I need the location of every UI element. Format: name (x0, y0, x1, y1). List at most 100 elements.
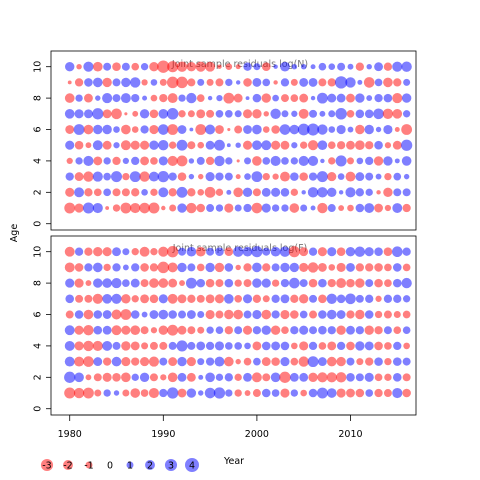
residual-bubble (393, 188, 402, 197)
residual-bubble (120, 309, 132, 320)
residual-bubble (205, 61, 216, 72)
residual-bubble (74, 372, 84, 383)
residual-bubble (84, 294, 93, 303)
residual-bubble (252, 109, 262, 119)
residual-bubble (196, 109, 206, 119)
residual-bubble (102, 140, 112, 150)
residual-bubble (262, 78, 271, 87)
residual-bubble (196, 294, 205, 303)
residual-bubble (338, 205, 345, 211)
residual-bubble (168, 310, 177, 319)
residual-bubble (365, 294, 374, 303)
residual-bubble (65, 310, 74, 319)
residual-bubble (177, 125, 187, 134)
residual-bubble (375, 173, 382, 180)
residual-bubble (261, 187, 271, 197)
residual-bubble (270, 155, 281, 166)
residual-bubble (130, 341, 140, 351)
residual-bubble (355, 124, 365, 135)
residual-bubble (204, 387, 216, 399)
residual-bubble (345, 187, 356, 198)
residual-bubble (204, 186, 216, 198)
residual-bubble (167, 61, 179, 73)
residual-bubble (83, 124, 94, 135)
x-axis-title: Year (223, 456, 244, 467)
residual-bubble (326, 293, 337, 304)
residual-bubble (197, 326, 205, 334)
residual-bubble (205, 262, 215, 273)
residual-bubble (102, 77, 112, 88)
residual-bubble (345, 77, 356, 88)
residual-bubble (355, 109, 365, 119)
residual-bubble (253, 63, 261, 71)
residual-bubble (280, 388, 290, 398)
residual-bubble (262, 295, 270, 303)
residual-bubble (205, 309, 215, 320)
residual-bubble (166, 108, 179, 120)
residual-bubble (177, 388, 187, 398)
residual-bubble (103, 172, 111, 181)
residual-bubble (271, 341, 281, 351)
residual-bubble (149, 263, 159, 272)
residual-bubble (198, 390, 204, 396)
residual-bubble (291, 342, 298, 350)
residual-bubble (280, 61, 290, 72)
residual-bubble (94, 389, 102, 397)
residual-bubble (375, 295, 382, 302)
residual-bubble (242, 109, 253, 119)
residual-bubble (168, 172, 177, 181)
residual-bubble (130, 77, 141, 88)
residual-bubble (261, 309, 272, 320)
residual-bubble (327, 247, 337, 257)
residual-bubble (64, 202, 76, 214)
residual-bubble (289, 277, 300, 289)
residual-bubble (383, 187, 393, 198)
residual-bubble (392, 278, 402, 288)
residual-bubble (336, 341, 346, 351)
residual-bubble (393, 294, 402, 303)
residual-bubble (122, 248, 130, 256)
residual-bubble (158, 294, 168, 304)
residual-bubble (262, 247, 271, 256)
residual-bubble (233, 187, 243, 198)
residual-bubble (392, 387, 403, 399)
residual-bubble (158, 246, 169, 257)
residual-bubble (280, 294, 290, 304)
residual-bubble (83, 356, 94, 367)
residual-bubble (336, 247, 346, 256)
residual-bubble (122, 389, 130, 397)
residual-bubble (176, 76, 188, 89)
residual-bubble (214, 262, 225, 273)
residual-bubble (252, 389, 261, 398)
residual-bubble (131, 295, 139, 303)
residual-bubble (214, 294, 225, 304)
residual-bubble (186, 310, 196, 319)
residual-bubble (177, 294, 187, 304)
residual-bubble (92, 293, 103, 304)
residual-bubble (402, 247, 411, 256)
residual-bubble (355, 341, 365, 351)
residual-bubble (279, 371, 291, 383)
residual-bubble (291, 142, 298, 149)
residual-bubble (316, 171, 328, 183)
residual-bubble (65, 278, 75, 288)
residual-bubble (366, 95, 373, 102)
residual-bubble (337, 62, 346, 71)
residual-bubble (320, 158, 325, 164)
residual-bubble (252, 278, 262, 288)
residual-bubble (215, 310, 224, 319)
residual-bubble (281, 326, 289, 335)
residual-bubble (272, 173, 279, 180)
residual-bubble (402, 263, 411, 272)
residual-bubble (281, 157, 289, 165)
residual-bubble (178, 310, 187, 319)
residual-bubble (160, 374, 167, 381)
residual-bubble (289, 262, 300, 273)
residual-bubble (402, 326, 411, 335)
residual-bubble (271, 204, 280, 212)
residual-bubble (289, 203, 300, 213)
residual-bubble (75, 294, 84, 303)
residual-bubble (355, 203, 365, 213)
residual-bubble (383, 389, 392, 398)
residual-bubble (224, 109, 233, 118)
